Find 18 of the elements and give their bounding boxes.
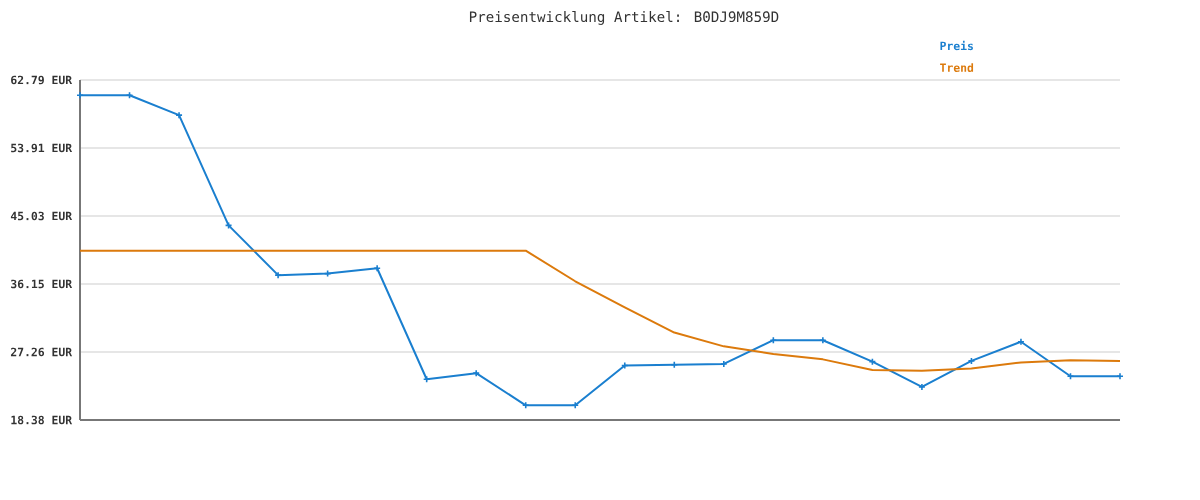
chart-title: Preisentwicklung Artikel: B0DJ9M859D — [469, 11, 779, 25]
point — [472, 369, 480, 377]
point — [175, 111, 183, 119]
point — [1017, 337, 1025, 346]
point — [670, 360, 679, 369]
y-tick-label: 36.15 EUR — [11, 279, 73, 289]
point — [720, 360, 728, 368]
point — [819, 336, 827, 345]
point — [373, 264, 381, 273]
y-tick-label: 18.38 EUR — [11, 415, 73, 425]
text: Preis — [940, 40, 973, 51]
point — [918, 383, 926, 391]
y-tick-label: 62.79 EUR — [11, 75, 73, 85]
y-tick-label: 53.91 EUR — [11, 143, 73, 153]
y-tick-label: 45.03 EUR — [10, 211, 73, 221]
point — [274, 271, 282, 279]
y-tick-label: 27.26 EUR — [10, 347, 73, 357]
text: Trend — [940, 63, 974, 72]
